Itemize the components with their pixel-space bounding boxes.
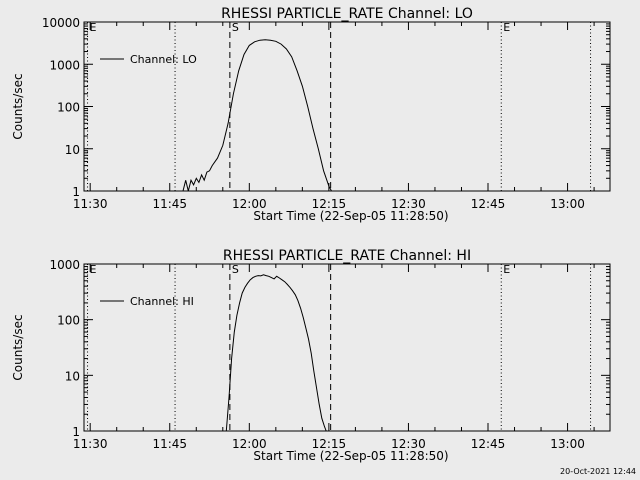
- x-axis-label: Start Time (22-Sep-05 11:28:50): [253, 449, 448, 463]
- y-axis-label: Counts/sec: [11, 314, 25, 380]
- chart-title: RHESSI PARTICLE_RATE Channel: HI: [223, 248, 471, 264]
- y-tick-label: 1000: [49, 258, 80, 272]
- series-line-0: [182, 39, 332, 192]
- x-tick-label: 11:45: [152, 437, 187, 451]
- event-marker-label: E: [503, 263, 510, 276]
- y-tick-label: 1: [72, 185, 80, 199]
- x-tick-label: 12:00: [232, 437, 267, 451]
- footer-timestamp: 20-Oct-2021 12:44: [560, 467, 636, 476]
- x-tick-label: 11:45: [152, 197, 187, 211]
- y-axis-label: Counts/sec: [11, 73, 25, 139]
- x-tick-label: 11:30: [73, 437, 108, 451]
- x-tick-label: 13:00: [550, 437, 585, 451]
- chart-panel-0: RHESSI PARTICLE_RATE Channel: LO Start Ti…: [11, 6, 611, 223]
- x-tick-label: 11:30: [73, 197, 108, 211]
- event-marker-label: E: [90, 263, 97, 276]
- legend-label: Channel: HI: [130, 295, 194, 308]
- event-marker-label: E: [90, 21, 97, 34]
- x-tick-label: 12:00: [232, 197, 267, 211]
- x-tick-label: 12:45: [471, 197, 506, 211]
- x-tick-label: 12:45: [471, 437, 506, 451]
- x-tick-label: 12:15: [312, 437, 347, 451]
- y-tick-label: 10: [65, 143, 80, 157]
- series-line-0: [225, 274, 327, 432]
- y-tick-label: 10: [65, 369, 80, 383]
- x-tick-label: 13:00: [550, 197, 585, 211]
- chart-panel-1: RHESSI PARTICLE_RATE Channel: HI Start Ti…: [11, 248, 611, 463]
- y-tick-label: 100: [57, 101, 80, 115]
- x-axis-label: Start Time (22-Sep-05 11:28:50): [253, 209, 448, 223]
- x-tick-label: 12:15: [312, 197, 347, 211]
- x-tick-label: 12:30: [391, 437, 426, 451]
- event-marker-label: S: [232, 263, 239, 276]
- x-tick-label: 12:30: [391, 197, 426, 211]
- y-tick-label: 10000: [42, 16, 80, 30]
- y-tick-label: 1000: [49, 58, 80, 72]
- event-marker-label: S: [232, 21, 239, 34]
- chart-title: RHESSI PARTICLE_RATE Channel: LO: [221, 6, 473, 22]
- y-tick-label: 100: [57, 314, 80, 328]
- event-marker-label: E: [503, 21, 510, 34]
- y-tick-label: 1: [72, 425, 80, 439]
- legend-label: Channel: LO: [130, 53, 197, 66]
- plot-frame: [83, 263, 611, 432]
